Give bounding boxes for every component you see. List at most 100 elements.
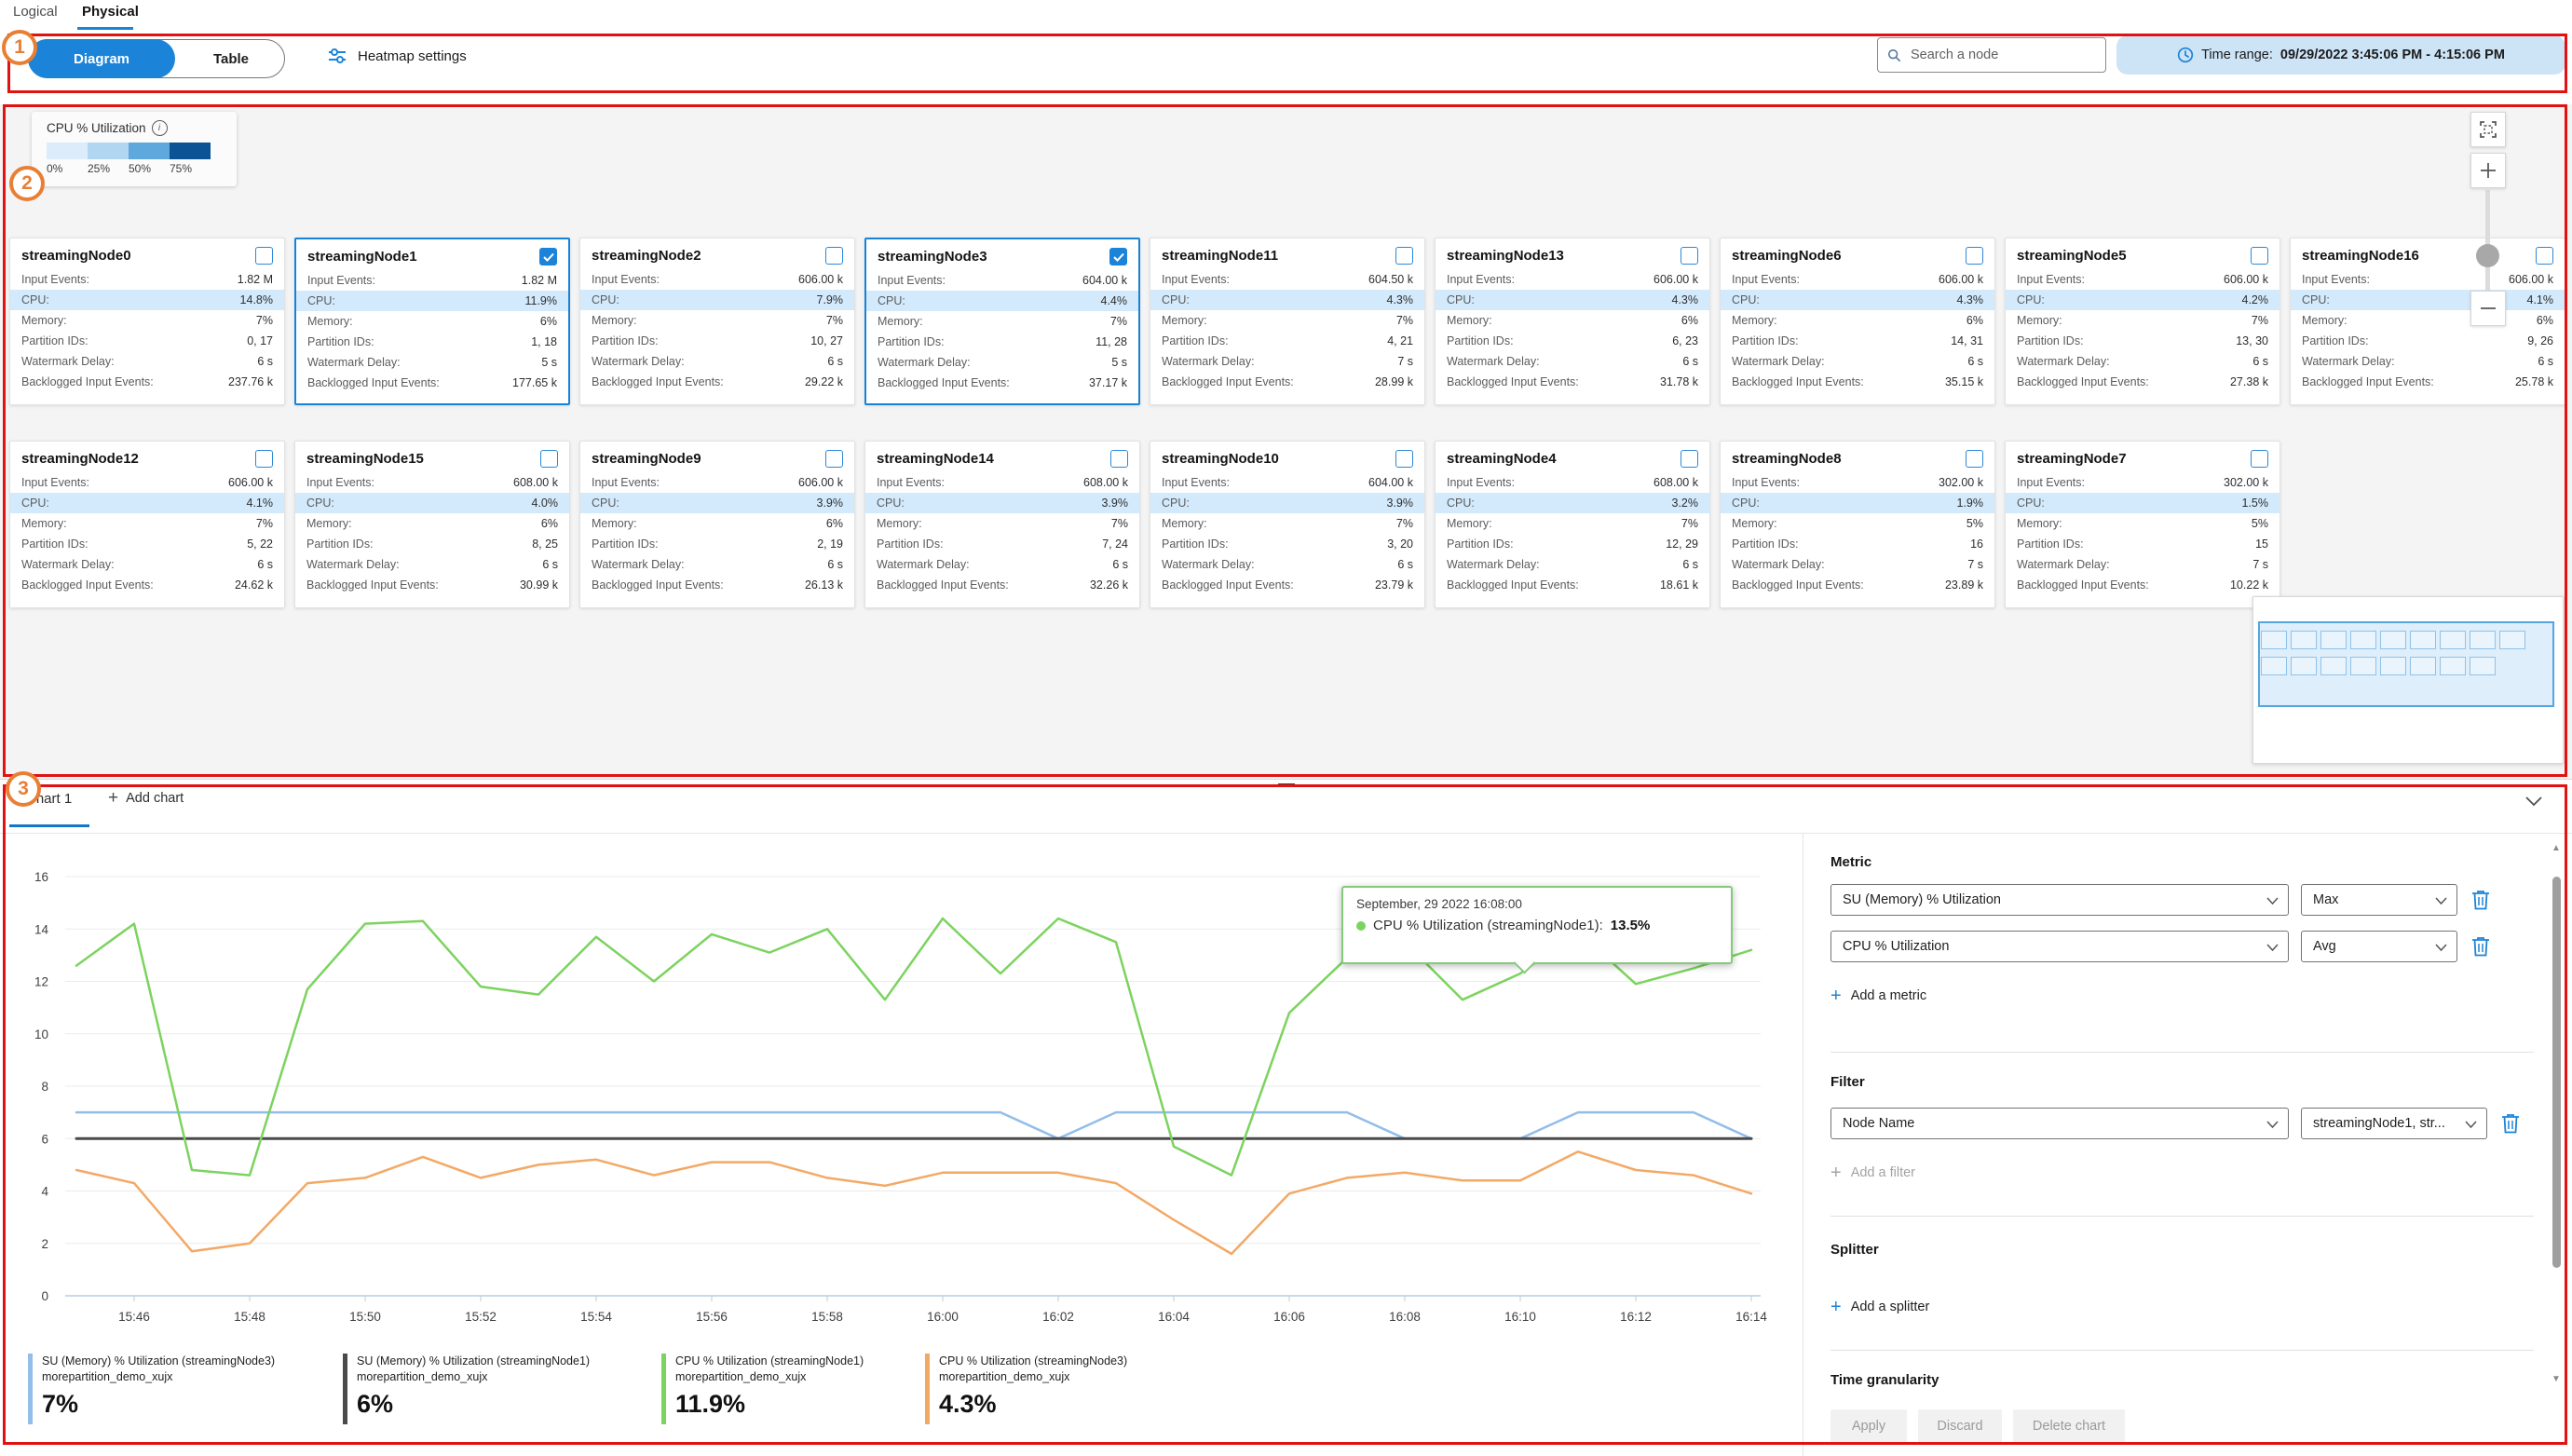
- node-checkbox[interactable]: [1109, 248, 1127, 265]
- zoom-in-button[interactable]: [2470, 153, 2506, 188]
- collapse-panel-button[interactable]: [2524, 795, 2543, 811]
- chart-legend-entry[interactable]: SU (Memory) % Utilization (streamingNode…: [343, 1354, 590, 1424]
- add-filter-button[interactable]: + Add a filter: [1830, 1163, 1915, 1182]
- fit-to-screen-button[interactable]: [2470, 112, 2506, 147]
- apply-button[interactable]: Apply: [1830, 1409, 1907, 1443]
- node-stat-input_events: Input Events: 604.00 k: [866, 270, 1138, 291]
- stat-value: 23.89 k: [1944, 578, 1983, 592]
- stat-label: Partition IDs:: [2302, 334, 2369, 347]
- table-toggle-button[interactable]: Table: [212, 50, 250, 67]
- node-card-streamingNode3[interactable]: streamingNode3 Input Events: 604.00 k CPU: 4…: [864, 238, 1140, 405]
- filter-value-select[interactable]: streamingNode1, str...: [2301, 1108, 2487, 1139]
- node-card-streamingNode15[interactable]: streamingNode15 Input Events: 608.00 k CPU:…: [294, 441, 570, 608]
- minimap[interactable]: [2252, 596, 2564, 764]
- minimap-node: [2440, 631, 2466, 649]
- zoom-slider-handle[interactable]: [2476, 244, 2499, 267]
- stat-value: 1.9%: [1956, 497, 1984, 510]
- aggregation-select-1[interactable]: Max: [2301, 884, 2457, 916]
- stat-value: 29.22 k: [804, 375, 843, 388]
- metric-select-2[interactable]: CPU % Utilization: [1830, 931, 2289, 962]
- panel-scrollbar[interactable]: [2552, 877, 2561, 1268]
- metric-select-1[interactable]: SU (Memory) % Utilization: [1830, 884, 2289, 916]
- node-checkbox[interactable]: [1395, 247, 1413, 265]
- node-card-streamingNode5[interactable]: streamingNode5 Input Events: 606.00 k CPU: 4…: [2005, 238, 2280, 405]
- add-chart-button[interactable]: + Add chart: [108, 789, 184, 807]
- node-card-streamingNode9[interactable]: streamingNode9 Input Events: 606.00 k CPU: 3…: [579, 441, 855, 608]
- node-checkbox[interactable]: [255, 450, 273, 468]
- aggregation-select-2[interactable]: Avg: [2301, 931, 2457, 962]
- minimap-node: [2291, 657, 2317, 675]
- stat-label: Backlogged Input Events:: [1162, 578, 1294, 592]
- node-checkbox[interactable]: [540, 450, 558, 468]
- node-checkbox[interactable]: [2251, 247, 2268, 265]
- node-card-streamingNode11[interactable]: streamingNode11 Input Events: 604.50 k CPU:…: [1150, 238, 1425, 405]
- metrics-line-chart[interactable]: 0 2 4 6 8 10 12 14 16 15:46 15:48 15:50 15:52 15:54 15…: [0, 837, 1803, 1331]
- node-checkbox[interactable]: [255, 247, 273, 265]
- stat-label: Watermark Delay:: [592, 558, 685, 571]
- diagram-toggle-button[interactable]: Diagram: [28, 39, 175, 78]
- add-splitter-button[interactable]: + Add a splitter: [1830, 1298, 1929, 1316]
- node-checkbox[interactable]: [825, 450, 843, 468]
- add-metric-button[interactable]: + Add a metric: [1830, 987, 1926, 1005]
- stat-value: 606.00 k: [1653, 273, 1698, 286]
- node-card-streamingNode12[interactable]: streamingNode12 Input Events: 606.00 k CPU:…: [9, 441, 285, 608]
- diagram-canvas[interactable]: CPU % Utilization i 0% 25% 50% 75% streamin…: [0, 104, 2572, 779]
- svg-text:16:06: 16:06: [1273, 1310, 1305, 1324]
- node-checkbox[interactable]: [1395, 450, 1413, 468]
- delete-metric-2-button[interactable]: [2470, 935, 2491, 958]
- node-card-streamingNode0[interactable]: streamingNode0 Input Events: 1.82 M CPU: 14.…: [9, 238, 285, 405]
- chart-legend-entry[interactable]: SU (Memory) % Utilization (streamingNode…: [28, 1354, 275, 1424]
- node-checkbox[interactable]: [1681, 247, 1698, 265]
- node-checkbox[interactable]: [1110, 450, 1128, 468]
- search-input[interactable]: [1908, 47, 2096, 63]
- node-card-streamingNode10[interactable]: streamingNode10 Input Events: 604.00 k CPU:…: [1150, 441, 1425, 608]
- node-card-streamingNode2[interactable]: streamingNode2 Input Events: 606.00 k CPU: 7…: [579, 238, 855, 405]
- chart-legend-entry[interactable]: CPU % Utilization (streamingNode1) morepa…: [661, 1354, 864, 1424]
- node-card-streamingNode1[interactable]: streamingNode1 Input Events: 1.82 M CPU: 11.…: [294, 238, 570, 405]
- node-card-streamingNode4[interactable]: streamingNode4 Input Events: 608.00 k CPU: 3…: [1435, 441, 1710, 608]
- node-row-1: streamingNode0 Input Events: 1.82 M CPU: 14.…: [9, 238, 2565, 405]
- stat-label: Partition IDs:: [878, 335, 945, 348]
- scroll-up-icon[interactable]: ▲: [2552, 843, 2561, 853]
- node-row-2: streamingNode12 Input Events: 606.00 k CPU:…: [9, 441, 2280, 608]
- info-icon[interactable]: i: [151, 120, 168, 136]
- tab-logical[interactable]: Logical: [13, 4, 58, 20]
- node-checkbox[interactable]: [825, 247, 843, 265]
- node-stat-backlogged: Backlogged Input Events: 31.78 k: [1436, 372, 1709, 392]
- discard-button[interactable]: Discard: [1918, 1409, 2002, 1443]
- node-checkbox[interactable]: [539, 248, 557, 265]
- node-checkbox[interactable]: [1681, 450, 1698, 468]
- node-card-streamingNode14[interactable]: streamingNode14 Input Events: 608.00 k CPU:…: [864, 441, 1140, 608]
- scroll-down-icon[interactable]: ▼: [2552, 1374, 2561, 1384]
- delete-chart-button[interactable]: Delete chart: [2013, 1409, 2125, 1443]
- filter-field-select[interactable]: Node Name: [1830, 1108, 2289, 1139]
- node-stat-input_events: Input Events: 604.00 k: [1150, 472, 1424, 493]
- node-card-streamingNode16[interactable]: streamingNode16 Input Events: 606.00 k CPU:…: [2290, 238, 2565, 405]
- node-checkbox[interactable]: [1966, 450, 1983, 468]
- legend-series-name: CPU % Utilization (streamingNode3): [939, 1354, 1128, 1368]
- stat-label: Memory:: [1447, 314, 1492, 327]
- stat-value: 12, 29: [1666, 537, 1698, 551]
- stat-value: 6%: [2536, 314, 2553, 327]
- stat-value: 4.3%: [1956, 293, 1984, 306]
- svg-text:12: 12: [34, 975, 48, 989]
- heatmap-settings-button[interactable]: Heatmap settings: [326, 45, 467, 67]
- node-checkbox[interactable]: [2251, 450, 2268, 468]
- node-card-streamingNode6[interactable]: streamingNode6 Input Events: 606.00 k CPU: 4…: [1720, 238, 1995, 405]
- node-stat-memory: Memory: 6%: [1436, 310, 1709, 331]
- node-checkbox[interactable]: [1966, 247, 1983, 265]
- stat-label: Watermark Delay:: [1447, 558, 1540, 571]
- tab-physical[interactable]: Physical: [82, 4, 139, 20]
- node-card-streamingNode7[interactable]: streamingNode7 Input Events: 302.00 k CPU: 1…: [2005, 441, 2280, 608]
- chart-legend-entry[interactable]: CPU % Utilization (streamingNode3) morepa…: [925, 1354, 1127, 1424]
- panel-resize-handle[interactable]: [1278, 783, 1295, 786]
- node-checkbox[interactable]: [2536, 247, 2553, 265]
- delete-metric-1-button[interactable]: [2470, 889, 2491, 911]
- node-stat-partition_ids: Partition IDs: 1, 18: [296, 332, 568, 352]
- zoom-out-button[interactable]: [2470, 291, 2506, 326]
- node-card-streamingNode8[interactable]: streamingNode8 Input Events: 302.00 k CPU: 1…: [1720, 441, 1995, 608]
- delete-filter-button[interactable]: [2500, 1112, 2521, 1135]
- node-title: streamingNode4: [1447, 451, 1557, 467]
- time-range-button[interactable]: Time range: 09/29/2022 3:45:06 PM - 4:15…: [2116, 35, 2565, 75]
- node-card-streamingNode13[interactable]: streamingNode13 Input Events: 606.00 k CPU:…: [1435, 238, 1710, 405]
